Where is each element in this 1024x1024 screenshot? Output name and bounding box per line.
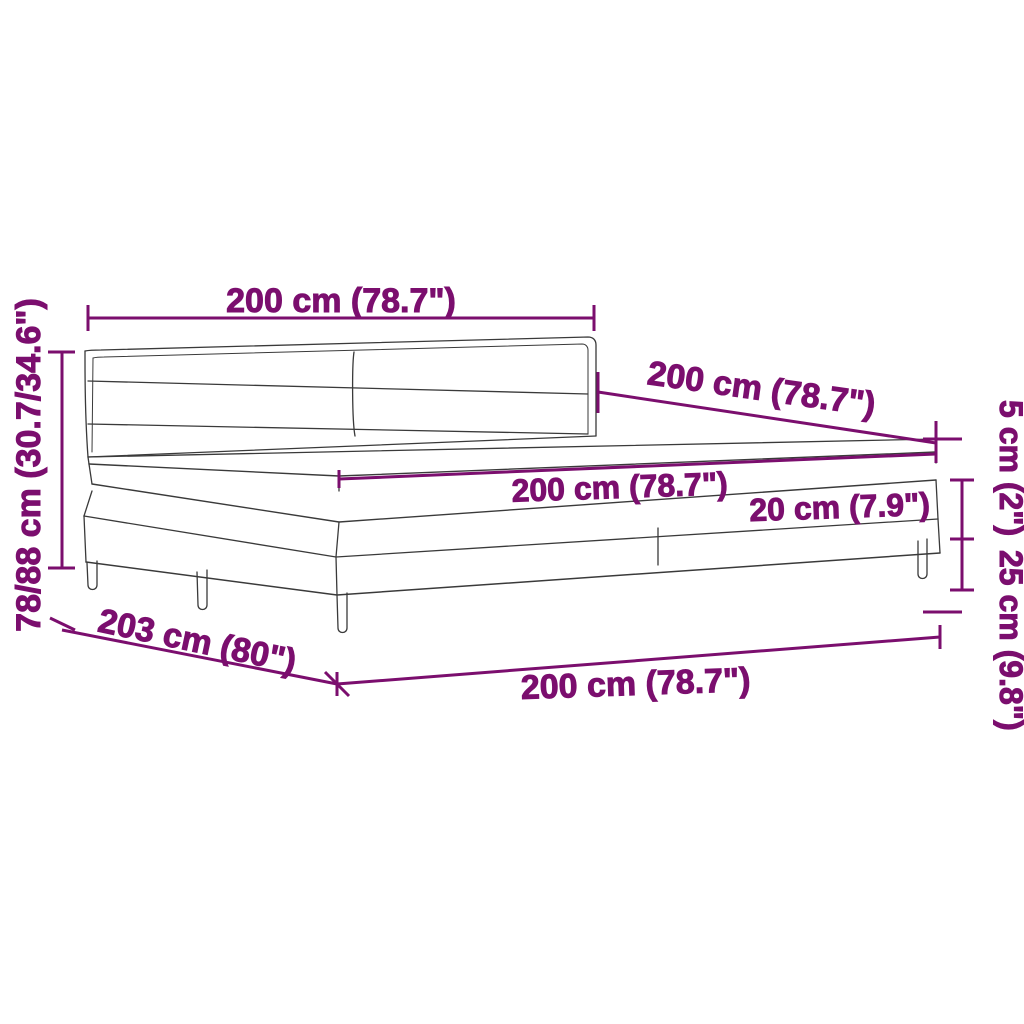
svg-text:200 cm (78.7"): 200 cm (78.7") [226,282,456,320]
svg-text:20 cm (7.9"): 20 cm (7.9") [749,486,931,528]
svg-text:5 cm (2"): 5 cm (2") [993,400,1024,536]
svg-text:78/88 cm (30.7/34.6"): 78/88 cm (30.7/34.6") [10,298,48,632]
svg-text:25 cm (9.8"): 25 cm (9.8") [993,550,1024,731]
svg-text:200 cm (78.7"): 200 cm (78.7") [511,465,728,509]
svg-text:200 cm (78.7"): 200 cm (78.7") [520,661,751,707]
